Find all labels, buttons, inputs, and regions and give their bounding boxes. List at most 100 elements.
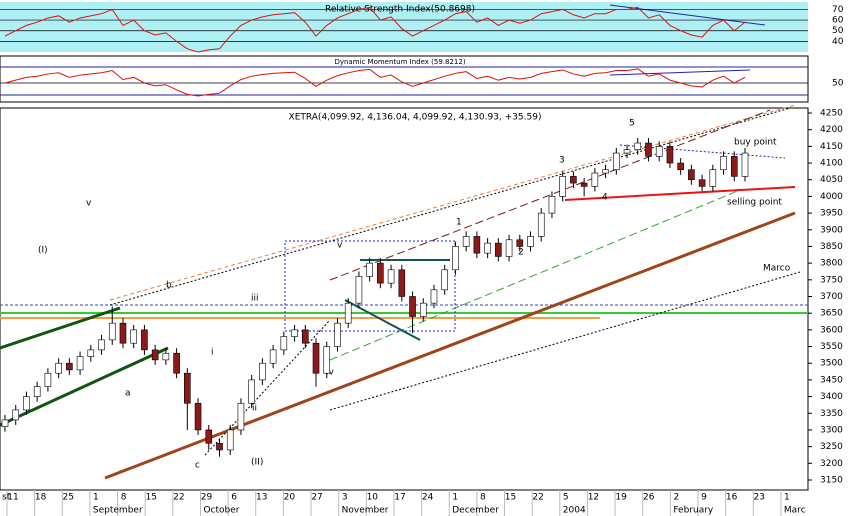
candle-body: [634, 142, 642, 151]
candle-body: [548, 196, 556, 214]
candle-body: [366, 262, 373, 277]
y-tick-label: 3700: [820, 292, 843, 302]
candle-body: [537, 212, 545, 237]
candle-body: [344, 302, 352, 324]
candle-body: [698, 179, 706, 187]
annotation: c: [195, 461, 200, 471]
dmi-tick-label: 50: [832, 79, 844, 89]
x-tick-label: 9: [701, 493, 707, 503]
candle-body: [108, 322, 116, 341]
candle-body: [141, 329, 148, 351]
candle-body: [430, 289, 438, 304]
candle-body: [645, 142, 652, 157]
candle-body: [23, 396, 30, 411]
candle-body: [33, 386, 41, 397]
y-tick-label: 3650: [820, 309, 843, 319]
trend-lines: [0, 4, 808, 480]
y-tick-label: 4250: [820, 109, 843, 119]
y-tick-label: 3750: [820, 275, 843, 285]
x-tick-label: 6: [231, 493, 237, 503]
annotation: ii: [252, 404, 257, 414]
candle-body: [602, 169, 609, 174]
chart-title: XETRA(4,099.92, 4,136.04, 4,099.92, 4,13…: [289, 113, 542, 123]
candle-body: [495, 242, 502, 257]
x-tick-label: 1: [452, 493, 458, 503]
x-tick-label: 8: [480, 493, 486, 503]
candle-body: [280, 336, 288, 351]
candle-body: [613, 152, 620, 171]
candle-body: [559, 176, 566, 197]
dmi-panel: [0, 55, 809, 103]
candle-body: [452, 246, 459, 271]
annotation: a: [125, 389, 131, 399]
annotation: 2: [518, 248, 524, 258]
x-tick-label: 15: [505, 493, 516, 503]
y-tick-label: 3350: [820, 409, 843, 419]
candle-body: [688, 169, 695, 181]
candle-body: [130, 329, 137, 344]
candle-body: [473, 236, 481, 254]
candle-body: [66, 362, 73, 371]
candle-body: [173, 352, 180, 374]
y-tick-label: 3900: [820, 225, 843, 235]
dmi-title: Dynamic Momentum Index (59.8212): [334, 58, 465, 66]
y-tick-label: 3150: [820, 475, 843, 485]
candle-body: [194, 402, 202, 431]
candle-body: [162, 352, 170, 361]
candle-body: [216, 442, 223, 451]
candle-body: [55, 362, 62, 374]
candle-body: [312, 342, 320, 374]
candle-body: [119, 322, 127, 344]
x-tick-label: 23: [754, 493, 765, 503]
annotation: iv: [326, 368, 335, 378]
candle-body: [409, 296, 416, 317]
y-tick-label: 3550: [820, 342, 843, 352]
y-tick-label: 3200: [820, 459, 843, 469]
y-tick-label: 4200: [820, 125, 843, 135]
x-tick-label: 18: [35, 493, 47, 503]
y-tick-label: 4100: [820, 159, 843, 169]
annotation: Marco: [763, 264, 791, 274]
candle-body: [527, 236, 534, 247]
annotation: selling point: [727, 198, 782, 208]
candle-body: [87, 349, 95, 357]
month-label: February: [673, 506, 714, 516]
y-tick-label: 3250: [820, 442, 843, 452]
candle-body: [666, 146, 674, 164]
candle-body: [301, 329, 309, 344]
candle-body: [741, 152, 749, 177]
candle-body: [570, 176, 577, 184]
y-tick-label: 3850: [820, 242, 843, 252]
month-label: 2004: [563, 506, 586, 516]
candle-body: [205, 429, 213, 444]
candle-body: [387, 269, 395, 284]
x-tick-label: 11: [7, 493, 18, 503]
x-tick-label: 29: [201, 493, 213, 503]
x-tick-label: 2: [673, 493, 679, 503]
candle-body: [516, 239, 524, 247]
x-tick-label: 26: [643, 493, 655, 503]
x-tick-label: 27: [311, 493, 322, 503]
y-tick-label: 3600: [820, 325, 843, 335]
candle-body: [591, 172, 599, 187]
x-tick-label: 8: [121, 493, 127, 503]
candle-body: [398, 269, 406, 297]
candle-body: [248, 379, 255, 404]
annotation: i: [211, 348, 214, 358]
annotation: buy point: [734, 138, 777, 148]
candle-body: [484, 242, 491, 254]
x-tick-label: 20: [284, 493, 296, 503]
candle-body: [580, 182, 588, 187]
rsi-tick-label: 60: [832, 16, 844, 26]
x-tick-label: 19: [615, 493, 627, 503]
x-tick-label: st: [2, 493, 11, 503]
candle-body: [677, 162, 684, 171]
candle-body: [355, 276, 363, 304]
x-tick-label: 1: [93, 493, 99, 503]
candle-body: [291, 329, 298, 337]
x-tick-label: 3: [342, 493, 348, 503]
x-tick-label: 25: [63, 493, 74, 503]
candle-body: [441, 269, 449, 291]
annotation: iii: [251, 294, 259, 304]
annotation: (I): [38, 246, 48, 256]
